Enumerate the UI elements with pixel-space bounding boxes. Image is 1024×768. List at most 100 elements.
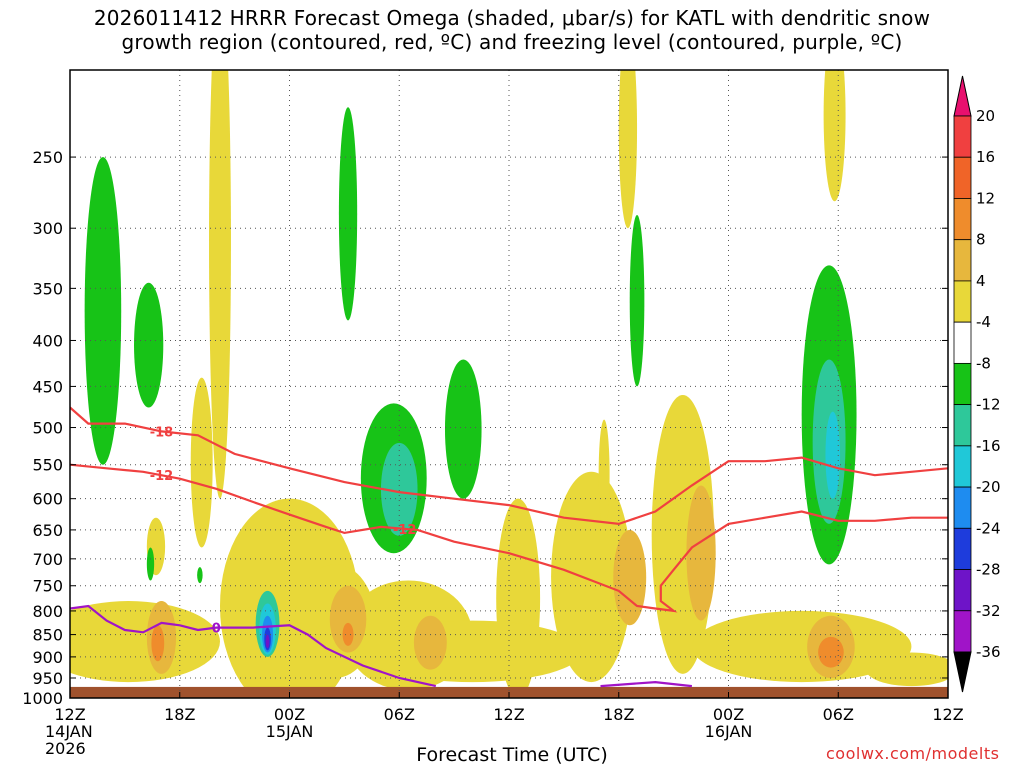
y-tick-label: 1000 [22, 689, 63, 708]
colorbar-band [953, 486, 972, 529]
omega-region-g8 [84, 157, 122, 465]
colorbar: 20 16 12 8 4 -4 -8 -12 -16 -20 -24 -28 -32 -36 [953, 75, 1001, 693]
omega-region-c16 [825, 411, 841, 499]
y-tick-label: 650 [32, 521, 63, 540]
omega-region-y4 [551, 471, 632, 683]
x-tick-label: 06Z [384, 705, 415, 724]
omega-region-g8 [629, 214, 645, 387]
colorbar-band [953, 156, 972, 199]
x-tick-label: 16JAN [705, 722, 753, 741]
omega-region-y8 [329, 585, 367, 653]
y-tick-label: 500 [32, 419, 63, 438]
colorbar-label: 12 [976, 189, 995, 207]
omega-region-y8 [413, 615, 447, 670]
omega-region-g8 [197, 567, 203, 584]
omega-region-y4 [691, 610, 912, 683]
dgz-bottom-label-2: -12 [393, 523, 417, 538]
omega-region-y12 [818, 636, 844, 668]
colorbar-label: -36 [976, 643, 1001, 661]
colorbar-label: -12 [976, 396, 1001, 414]
colorbar-band [953, 404, 972, 447]
x-tick-label: 00Z [274, 705, 305, 724]
colorbar-label: 16 [976, 148, 995, 166]
y-tick-label: 900 [32, 648, 63, 667]
colorbar-band [953, 280, 972, 323]
colorbar-bottom-arrow [953, 651, 972, 693]
y-tick-label: 700 [32, 550, 63, 569]
credit-text: coolwx.com/modelts [826, 744, 1000, 763]
x-tick-label: 18Z [164, 705, 195, 724]
y-tick-label: 350 [32, 279, 63, 298]
y-tick-label: 800 [32, 602, 63, 621]
omega-region-y4 [865, 652, 948, 687]
colorbar-label: -8 [976, 354, 991, 372]
title-line-1: 2026011412 HRRR Forecast Omega (shaded, … [93, 6, 931, 30]
colorbar-band [953, 527, 972, 570]
colorbar-label: 8 [976, 231, 986, 249]
y-tick-label: 400 [32, 331, 63, 350]
x-tick-label: 12Z [54, 705, 85, 724]
dgz-top-label: -18 [150, 425, 174, 440]
omega-shading [70, 70, 948, 698]
y-tick-label: 600 [32, 490, 63, 509]
omega-region-g8 [338, 107, 358, 321]
x-axis-label: Forecast Time (UTC) [416, 744, 608, 766]
colorbar-band [953, 321, 972, 364]
colorbar-band [953, 610, 972, 653]
x-tick-label: 12Z [932, 705, 963, 724]
omega-region-y4 [823, 70, 846, 202]
colorbar-label: -16 [976, 437, 1001, 455]
colorbar-label: -4 [976, 313, 991, 331]
colorbar-band [953, 239, 972, 282]
colorbar-band [953, 445, 972, 488]
colorbar-label: -32 [976, 602, 1001, 620]
omega-region-y12 [342, 622, 354, 646]
omega-region-y12 [151, 625, 165, 662]
contour-layer: -18 -12 -12 0 [70, 406, 948, 688]
y-tick-label: 250 [32, 148, 63, 167]
colorbar-band [953, 198, 972, 241]
omega-region-y4 [598, 419, 610, 530]
colorbar-label: 20 [976, 107, 995, 125]
omega-region-y4 [190, 377, 213, 548]
chart-title: 2026011412 HRRR Forecast Omega (shaded, … [0, 6, 1024, 54]
freezing-level-contour [70, 604, 437, 688]
y-tick-label: 850 [32, 626, 63, 645]
freezing-level-label: 0 [212, 622, 221, 637]
colorbar-label: -20 [976, 478, 1001, 496]
dgz-bottom-label: -12 [150, 469, 174, 484]
omega-region-y4 [362, 620, 583, 683]
x-tick-label: 18Z [603, 705, 634, 724]
omega-region-y8 [613, 529, 647, 626]
colorbar-label: -28 [976, 561, 1001, 579]
omega-region-p28 [265, 634, 270, 649]
colorbar-top-arrow [953, 75, 972, 117]
x-tick-label: 06Z [823, 705, 854, 724]
omega-region-y8 [686, 485, 716, 621]
y-tick-label: 450 [32, 377, 63, 396]
dgz-bottom-contour [70, 463, 948, 613]
y-tick-label: 550 [32, 456, 63, 475]
y-tick-label: 950 [32, 669, 63, 688]
colorbar-label: 4 [976, 272, 986, 290]
colorbar-label: -24 [976, 519, 1001, 537]
y-tick-label: 750 [32, 577, 63, 596]
x-tick-label: 2026 [45, 739, 86, 758]
x-tick-label: 14JAN [45, 722, 93, 741]
x-tick-label: 12Z [493, 705, 524, 724]
omega-region-y4 [618, 70, 638, 229]
colorbar-band [953, 115, 972, 158]
x-tick-label: 15JAN [266, 722, 314, 741]
colorbar-band [953, 569, 972, 612]
omega-region-g8 [146, 547, 155, 581]
x-tick-label: 00Z [713, 705, 744, 724]
omega-region-y4 [70, 601, 220, 683]
title-line-2: growth region (contoured, red, ºC) and f… [121, 30, 903, 54]
omega-region-g8 [444, 359, 482, 499]
omega-region-g12 [380, 442, 418, 536]
colorbar-band [953, 362, 972, 406]
omega-region-y4 [209, 70, 231, 499]
dgz-top-contour [70, 406, 948, 526]
axis-layer: 250 300 350 400 450 500 550 600 650 700 750 800 850 9… [22, 69, 964, 758]
